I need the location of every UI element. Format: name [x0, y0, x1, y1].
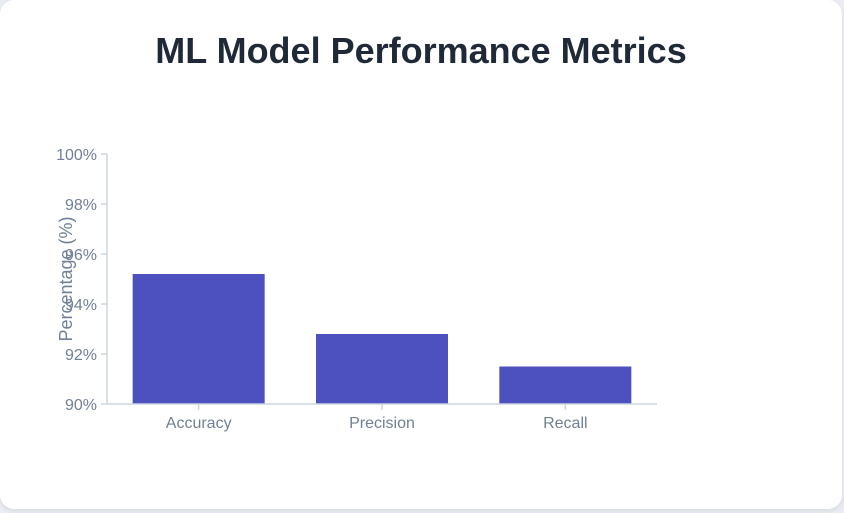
- bar-recall: [499, 366, 632, 404]
- bar-precision: [316, 334, 448, 404]
- y-tick-label: 98%: [65, 197, 97, 214]
- x-tick-label-accuracy: Accuracy: [166, 415, 232, 432]
- chart-title: ML Model Performance Metrics: [155, 30, 687, 71]
- y-tick-label: 94%: [65, 297, 97, 314]
- y-tick-label: 100%: [56, 147, 97, 164]
- y-tick-label: 96%: [65, 247, 97, 264]
- y-axis-title: Percentage (%): [56, 216, 76, 341]
- y-tick-label: 90%: [65, 397, 97, 414]
- y-tick-label: 92%: [65, 347, 97, 364]
- bar-accuracy: [132, 274, 265, 404]
- x-tick-label-recall: Recall: [543, 415, 587, 432]
- x-tick-label-precision: Precision: [349, 415, 415, 432]
